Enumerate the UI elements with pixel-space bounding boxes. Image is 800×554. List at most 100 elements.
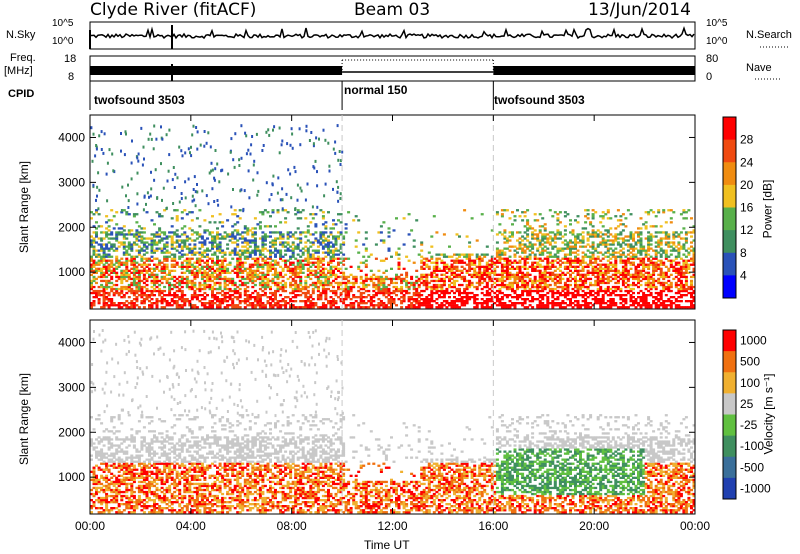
- rti-cell: [604, 233, 608, 236]
- rti-cell: [188, 300, 192, 303]
- rti-cell: [427, 300, 431, 303]
- rti-cell: [480, 298, 484, 301]
- rti-cell: [624, 281, 628, 285]
- rti-cell: [569, 241, 572, 244]
- rti-cell: [203, 275, 207, 279]
- rti-cell: [669, 245, 673, 248]
- rti-cell: [543, 249, 547, 252]
- rti-cell: [142, 257, 146, 260]
- rti-cell: [299, 239, 303, 242]
- rti-cell: [576, 306, 580, 309]
- rti-cell: [117, 227, 121, 230]
- rti-cell: [576, 221, 580, 224]
- rti-cell: [218, 291, 222, 295]
- rti-cell: [415, 279, 419, 283]
- rti-cell: [563, 243, 567, 246]
- rti-cell: [632, 287, 635, 291]
- rti-cell: [369, 304, 373, 307]
- rti-cell: [321, 231, 325, 234]
- rti-cell: [178, 281, 182, 285]
- rti-cell: [684, 267, 688, 270]
- rti-cell: [642, 245, 646, 248]
- rti-cell: [122, 261, 126, 264]
- rti-cell: [455, 306, 459, 309]
- rti-cell: [435, 267, 439, 270]
- rti-cell: [692, 261, 696, 264]
- rti-cell: [231, 306, 235, 309]
- rti-cell: [306, 263, 310, 266]
- rti-cell: [92, 241, 96, 244]
- rti-cell: [536, 263, 540, 266]
- rti-cell: [155, 304, 159, 307]
- rti-cell: [364, 279, 368, 283]
- rti-cell: [145, 247, 149, 250]
- rti-cell: [468, 267, 472, 270]
- rti-cell: [642, 269, 646, 272]
- rti-cell: [609, 269, 613, 272]
- rti-cell: [359, 298, 363, 301]
- rti-cell: [445, 302, 449, 305]
- rti-cell: [480, 306, 484, 309]
- rti-cell: [478, 283, 482, 287]
- rti-cell: [231, 257, 235, 260]
- rti-cell: [400, 302, 404, 305]
- rti-cell: [652, 261, 656, 264]
- rti-cell: [690, 296, 693, 299]
- rti-cell: [475, 298, 479, 301]
- rti-cell: [175, 304, 179, 307]
- rti-cell: [142, 302, 146, 305]
- rti-cell: [473, 306, 477, 309]
- rti-cell: [569, 231, 572, 234]
- rti-cell: [662, 251, 666, 254]
- rti-cell: [168, 287, 172, 291]
- rti-cell: [546, 291, 550, 295]
- rti-cell: [309, 265, 313, 268]
- rti-cell: [122, 247, 126, 250]
- rti-cell: [528, 245, 532, 248]
- rti-cell: [490, 255, 494, 258]
- rti-cell: [274, 275, 277, 279]
- rti-cell: [203, 279, 207, 283]
- rti-cell: [667, 209, 671, 212]
- rti-cell: [127, 247, 131, 250]
- rti-cell: [659, 269, 663, 272]
- rti-cell: [135, 277, 139, 281]
- rti-cell: [377, 298, 381, 301]
- rti-cell: [263, 277, 267, 281]
- rti-cell: [659, 241, 663, 244]
- rti-cell: [639, 227, 643, 230]
- rti-cell: [442, 283, 446, 287]
- rti-cell: [299, 265, 303, 268]
- rti-cell: [178, 283, 182, 287]
- rti-cell: [523, 215, 527, 218]
- rti-cell: [626, 253, 630, 256]
- rti-cell: [463, 300, 467, 303]
- rti-cell: [584, 281, 588, 285]
- rti-cell: [165, 263, 169, 266]
- rti-cell: [485, 265, 489, 268]
- rti-cell: [170, 243, 174, 246]
- rti-cell: [319, 283, 323, 287]
- rti-cell: [97, 213, 101, 216]
- rti-cell: [173, 275, 177, 279]
- rti-cell: [374, 275, 378, 279]
- rti-cell: [269, 231, 272, 234]
- rti-cell: [526, 223, 530, 226]
- rti-cell: [390, 277, 393, 281]
- rti-cell: [639, 259, 643, 262]
- rti-cell: [203, 265, 207, 268]
- rti-cell: [611, 251, 615, 254]
- rti-cell: [644, 237, 648, 240]
- rti-cell: [523, 265, 527, 268]
- rti-cell: [160, 261, 164, 264]
- rti-cell: [619, 287, 623, 291]
- rti-cell: [551, 231, 555, 234]
- rti-cell: [198, 294, 202, 297]
- rti-cell: [112, 294, 116, 297]
- rti-cell: [316, 259, 320, 262]
- rti-cell: [178, 296, 182, 299]
- rti-cell: [606, 259, 610, 262]
- rti-cell: [271, 294, 275, 297]
- rti-cell: [427, 259, 431, 262]
- rti-cell: [243, 261, 247, 264]
